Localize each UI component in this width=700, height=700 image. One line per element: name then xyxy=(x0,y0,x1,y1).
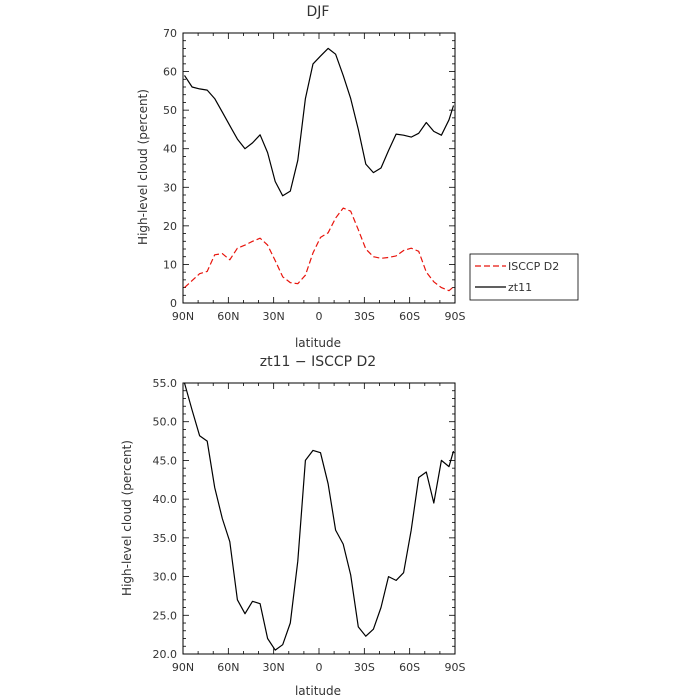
y-tick-label: 60 xyxy=(163,66,177,79)
y-tick-label: 70 xyxy=(163,27,177,40)
axes: 90N 60N 30N 0 30S 60S 90S 20.0 25.0 30.0 35.0 40.0 4… xyxy=(153,377,466,674)
x-tick-label: 90N xyxy=(172,661,194,674)
y-tick-label: 30 xyxy=(163,181,177,194)
plot-frame xyxy=(182,382,456,655)
plot-frame xyxy=(182,32,456,304)
y-tick-label: 0 xyxy=(170,297,177,310)
x-tick-label: 90S xyxy=(445,310,466,323)
y-tick-label: 50.0 xyxy=(153,416,178,429)
x-tick-label: 0 xyxy=(316,661,323,674)
y-tick-label: 35.0 xyxy=(153,532,178,545)
y-tick-label: 10 xyxy=(163,258,177,271)
x-tick-label: 60S xyxy=(399,310,420,323)
x-axis-label: latitude xyxy=(295,684,341,698)
panel-top-djf: DJF latitude High-level cloud (percent) … xyxy=(136,4,466,350)
x-tick-label: 60S xyxy=(399,661,420,674)
y-tick-label: 20 xyxy=(163,220,177,233)
legend: ISCCP D2 zt11 xyxy=(469,253,579,301)
y-tick-label: 45.0 xyxy=(153,454,178,467)
x-tick-label: 90N xyxy=(172,310,194,323)
panel-bottom-difference: zt11 − ISCCP D2 latitude High-level clou… xyxy=(120,354,466,698)
x-tick-label: 60N xyxy=(217,310,239,323)
x-tick-label: 0 xyxy=(316,310,323,323)
y-axis-label: High-level cloud (percent) xyxy=(120,440,134,596)
series-lines xyxy=(183,382,455,651)
y-tick-label: 55.0 xyxy=(153,377,178,390)
y-tick-label: 40.0 xyxy=(153,493,178,506)
series-lines xyxy=(183,47,455,292)
x-tick-label: 30S xyxy=(354,310,375,323)
y-tick-label: 30.0 xyxy=(153,571,178,584)
chart-title: DJF xyxy=(307,4,330,20)
series-line-zt11 xyxy=(183,47,455,197)
y-axis-label: High-level cloud (percent) xyxy=(136,89,150,245)
x-tick-label: 30N xyxy=(263,310,285,323)
y-tick-label: 50 xyxy=(163,104,177,117)
y-tick-label: 25.0 xyxy=(153,609,178,622)
x-tick-label: 60N xyxy=(217,661,239,674)
chart-title: zt11 − ISCCP D2 xyxy=(260,354,376,370)
y-tick-label: 20.0 xyxy=(153,648,178,661)
legend-box xyxy=(469,253,579,301)
series-line-isccp-d2 xyxy=(184,207,454,292)
legend-label-zt11: zt11 xyxy=(508,281,532,294)
series-line-series-0 xyxy=(183,382,455,651)
y-tick-label: 40 xyxy=(163,143,177,156)
legend-label-isccp-d2: ISCCP D2 xyxy=(508,260,559,273)
x-tick-label: 30N xyxy=(263,661,285,674)
axes: 90N 60N 30N 0 30S 60S 90S 0 10 20 30 40 50 60 70 xyxy=(163,27,466,323)
x-tick-label: 90S xyxy=(445,661,466,674)
x-axis-label: latitude xyxy=(295,336,341,350)
x-tick-label: 30S xyxy=(354,661,375,674)
